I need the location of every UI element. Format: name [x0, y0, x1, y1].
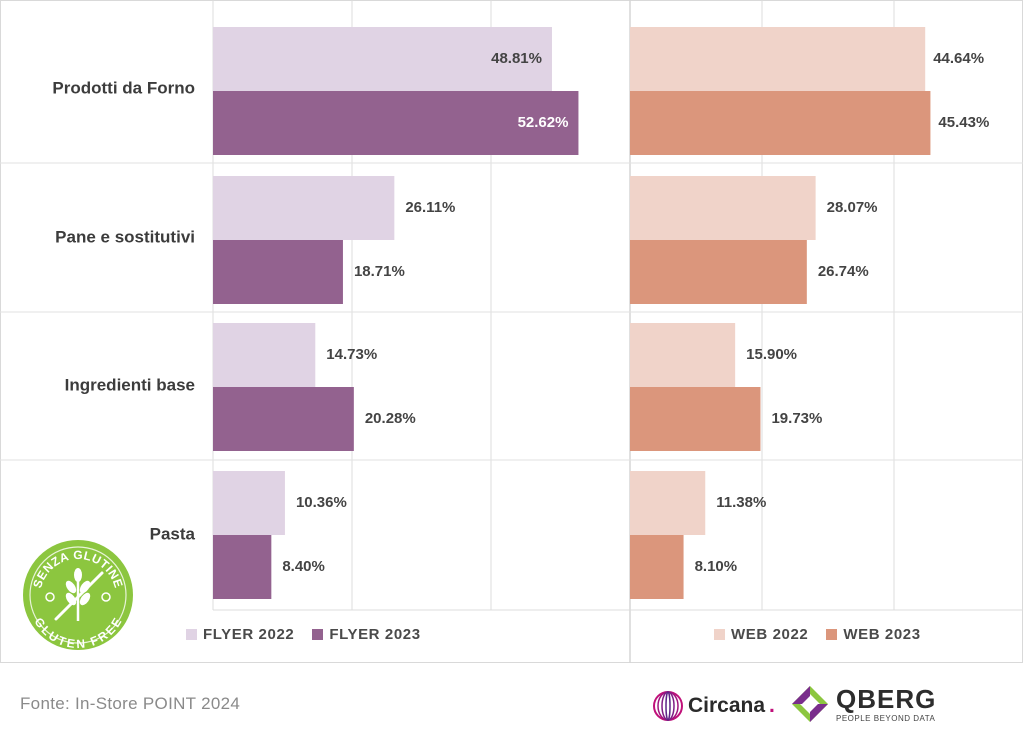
- bar: [630, 91, 931, 155]
- circana-mark-icon: [653, 691, 683, 721]
- legend-item-web-2023: WEB 2023: [826, 626, 920, 643]
- qberg-tagline: PEOPLE BEYOND DATA: [836, 713, 936, 723]
- legend-swatch-web-2023: [826, 629, 838, 640]
- bar: [213, 27, 552, 91]
- data-label: 15.90%: [746, 346, 797, 363]
- legend-label-flyer-2022: FLYER 2022: [203, 626, 295, 643]
- data-label: 8.40%: [282, 558, 325, 575]
- legend-flyer: FLYER 2022 FLYER 2023: [186, 626, 421, 643]
- bars: [213, 27, 931, 599]
- bar: [630, 176, 816, 240]
- circana-wordmark: Circana: [688, 694, 766, 717]
- legend-item-flyer-2023: FLYER 2023: [312, 626, 420, 643]
- data-label: 44.64%: [933, 50, 984, 67]
- data-label: 28.07%: [827, 199, 878, 216]
- chart-frame: [0, 0, 1023, 663]
- source-note: Fonte: In-Store POINT 2024: [20, 694, 241, 713]
- bar: [213, 176, 395, 240]
- bar: [213, 240, 343, 304]
- bar: [630, 387, 761, 451]
- legend-web: WEB 2022 WEB 2023: [714, 626, 921, 643]
- data-labels: 48.81% 26.11% 14.73% 10.36% 52.62% 18.71% 20.2…: [282, 50, 989, 575]
- data-label: 11.38%: [716, 494, 766, 511]
- legend-swatch-flyer-2023: [312, 629, 324, 640]
- wheat-crossed-icon: [45, 568, 111, 621]
- qberg-logo: QBERG PEOPLE BEYOND DATA: [790, 684, 936, 724]
- category-label: Prodotti da Forno: [52, 78, 195, 97]
- bar-chart: 48.81% 26.11% 14.73% 10.36% 52.62% 18.71% 20.2…: [0, 0, 1023, 663]
- data-label: 26.74%: [818, 263, 869, 280]
- legend-swatch-web-2022: [714, 629, 725, 640]
- legend-item-web-2022: WEB 2022: [714, 626, 808, 643]
- data-label: 45.43%: [938, 114, 989, 131]
- data-label: 18.71%: [354, 263, 405, 280]
- bar: [630, 471, 706, 535]
- bar: [213, 471, 285, 535]
- category-label: Ingredienti base: [65, 375, 195, 394]
- bar: [213, 323, 316, 387]
- data-label: 14.73%: [326, 346, 377, 363]
- legend-swatch-flyer-2022: [186, 629, 197, 640]
- category-label: Pane e sostitutivi: [55, 227, 195, 246]
- data-label: 48.81%: [491, 50, 542, 67]
- bar: [213, 91, 579, 155]
- data-label: 10.36%: [296, 494, 347, 511]
- data-label: 8.10%: [695, 558, 738, 575]
- data-label: 52.62%: [518, 114, 569, 131]
- qberg-wordmark: QBERG: [836, 683, 937, 714]
- legend-label-web-2023: WEB 2023: [843, 626, 921, 643]
- category-label: Pasta: [150, 524, 196, 543]
- bar: [630, 535, 684, 599]
- qberg-mark-icon: [792, 686, 828, 722]
- data-label: 19.73%: [771, 410, 822, 427]
- gluten-free-badge: SENZA GLUTINE GLUTEN FREE: [23, 540, 133, 651]
- data-label: 26.11%: [405, 199, 455, 216]
- bar: [630, 240, 807, 304]
- legend-label-flyer-2023: FLYER 2023: [329, 626, 421, 643]
- bar: [630, 27, 926, 91]
- data-label: 20.28%: [365, 410, 416, 427]
- circana-logo: Circana.: [652, 690, 775, 722]
- bar: [213, 387, 354, 451]
- circana-dot: .: [769, 694, 775, 717]
- legend-label-web-2022: WEB 2022: [731, 626, 809, 643]
- bar: [630, 323, 736, 387]
- bar: [213, 535, 272, 599]
- category-labels: Prodotti da Forno Pane e sostitutivi Ingre…: [52, 78, 195, 543]
- legend-item-flyer-2022: FLYER 2022: [186, 626, 294, 643]
